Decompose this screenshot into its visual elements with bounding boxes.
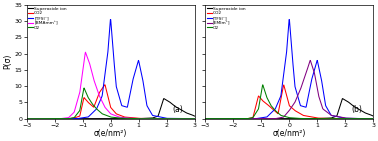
Legend: Superoxide ion, CO2, [TFSI⁻], [BMAmm⁺], O2: Superoxide ion, CO2, [TFSI⁻], [BMAmm⁺], …	[28, 6, 67, 30]
Y-axis label: P(σ): P(σ)	[3, 54, 12, 69]
X-axis label: σ(e/nm²): σ(e/nm²)	[94, 129, 127, 138]
Text: (a): (a)	[173, 105, 183, 114]
Text: (b): (b)	[352, 105, 362, 114]
X-axis label: σ(e/nm²): σ(e/nm²)	[273, 129, 306, 138]
Legend: Superoxide ion, CO2, [TFSI⁻], [EMIm⁺], O2: Superoxide ion, CO2, [TFSI⁻], [EMIm⁺], O…	[207, 6, 246, 30]
